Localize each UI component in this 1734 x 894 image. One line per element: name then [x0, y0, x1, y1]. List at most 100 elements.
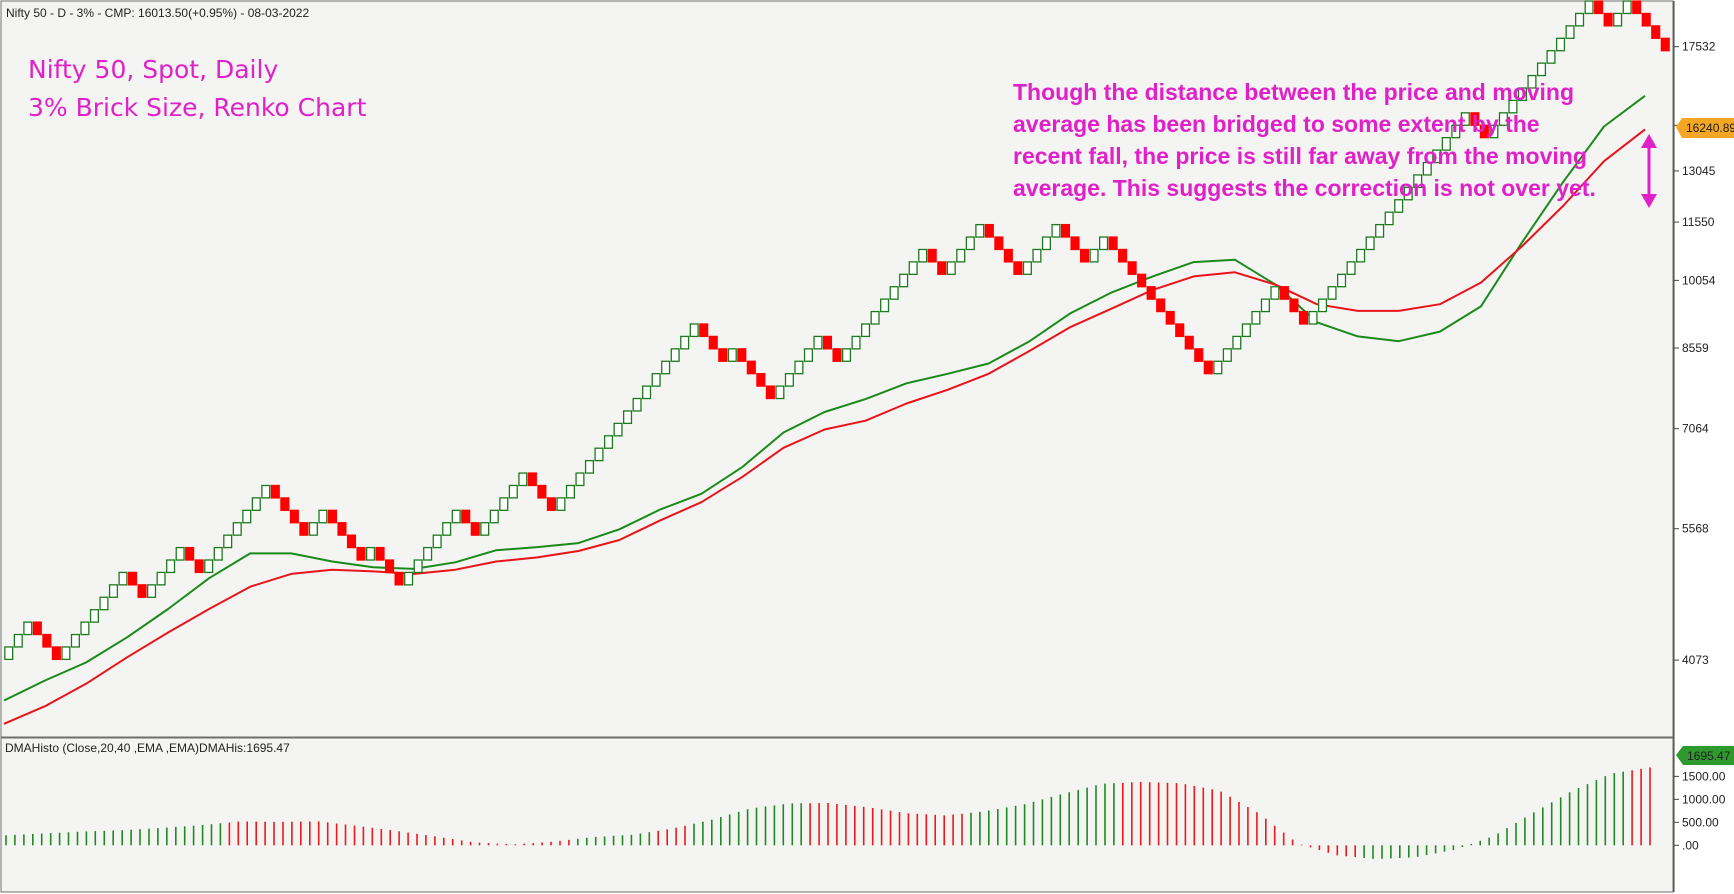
renko-down-brick	[289, 509, 299, 524]
renko-down-brick	[127, 571, 138, 586]
renko-up-brick	[213, 546, 223, 561]
price-tick-label: 5568	[1682, 522, 1709, 536]
renko-up-brick	[1251, 310, 1261, 325]
renko-up-brick	[1032, 248, 1042, 263]
renko-up-brick	[1536, 62, 1547, 77]
renko-down-brick	[1651, 25, 1661, 39]
renko-down-brick	[1060, 223, 1071, 238]
renko-down-brick	[1079, 248, 1090, 263]
renko-up-brick	[594, 447, 604, 462]
renko-up-brick	[1546, 50, 1556, 64]
renko-up-brick	[1517, 87, 1528, 102]
renko-up-brick	[670, 348, 680, 362]
renko-up-brick	[1441, 137, 1451, 151]
renko-down-brick	[1003, 248, 1013, 263]
renko-up-brick	[413, 559, 423, 574]
renko-down-brick	[1013, 261, 1023, 275]
renko-down-brick	[346, 534, 357, 549]
renko-up-brick	[775, 385, 785, 400]
renko-down-brick	[1594, 0, 1604, 15]
renko-up-brick	[489, 509, 499, 524]
renko-up-brick	[1365, 236, 1375, 251]
renko-up-brick	[899, 273, 909, 288]
renko-down-brick	[1127, 261, 1137, 275]
renko-up-brick	[1584, 0, 1594, 15]
renko-down-brick	[1641, 12, 1651, 27]
renko-down-brick	[1137, 273, 1147, 288]
renko-up-brick	[1241, 323, 1251, 338]
renko-down-brick	[1070, 236, 1080, 251]
price-tick-label: 13045	[1682, 164, 1716, 178]
renko-up-brick	[841, 348, 852, 362]
renko-up-brick	[166, 559, 176, 574]
renko-up-brick	[975, 223, 985, 238]
renko-down-brick	[1603, 12, 1613, 27]
renko-up-brick	[404, 571, 414, 586]
renko-up-brick	[794, 360, 804, 375]
renko-down-brick	[1146, 286, 1156, 300]
renko-up-brick	[613, 422, 623, 437]
renko-up-brick	[156, 571, 166, 586]
annotation-line-1: Though the distance between the price an…	[1013, 79, 1574, 105]
price-tick-label: 10054	[1682, 273, 1716, 287]
price-tick-label: 8559	[1682, 341, 1709, 355]
current-price-label: 16240.89	[1686, 121, 1734, 135]
renko-up-brick	[1099, 236, 1109, 251]
renko-down-brick	[1479, 124, 1489, 139]
renko-down-brick	[470, 522, 480, 536]
renko-up-brick	[499, 497, 509, 511]
renko-down-brick	[280, 497, 290, 511]
renko-up-brick	[232, 522, 242, 536]
renko-bricks	[4, 0, 1670, 661]
renko-up-brick	[61, 646, 71, 661]
renko-up-brick	[1222, 348, 1232, 362]
renko-up-brick	[680, 335, 690, 350]
renko-down-brick	[270, 484, 280, 499]
renko-up-brick	[13, 633, 23, 648]
histogram-value-label: 1695.47	[1687, 749, 1731, 763]
renko-up-brick	[1613, 12, 1623, 27]
renko-up-brick	[1432, 149, 1442, 164]
renko-down-brick	[1632, 0, 1642, 15]
renko-down-brick	[327, 509, 338, 524]
price-tick-label: 17532	[1682, 40, 1716, 54]
renko-down-brick	[994, 236, 1004, 251]
renko-up-brick	[603, 435, 614, 449]
renko-up-brick	[423, 546, 433, 561]
chart-header: Nifty 50 - D - 3% - CMP: 16013.50(+0.95%…	[6, 6, 309, 20]
gap-arrow-icon	[1641, 134, 1657, 208]
renko-down-brick	[1660, 37, 1670, 52]
renko-down-brick	[394, 571, 404, 586]
renko-down-brick	[51, 646, 61, 661]
renko-up-brick	[727, 348, 737, 362]
renko-up-brick	[80, 621, 90, 636]
renko-up-brick	[518, 472, 528, 487]
renko-up-brick	[1260, 298, 1270, 313]
renko-down-brick	[1184, 335, 1194, 350]
renko-up-brick	[1022, 261, 1032, 275]
histogram-tick-label: 500.00	[1682, 815, 1719, 829]
renko-up-brick	[689, 323, 699, 338]
renko-down-brick	[765, 385, 775, 400]
renko-up-brick	[242, 509, 252, 524]
moving-averages	[3, 94, 1646, 725]
histogram-axis: .00 500.00 1000.00 1500.00	[1674, 769, 1726, 852]
renko-down-brick	[756, 373, 766, 387]
renko-up-brick	[1337, 273, 1347, 288]
renko-down-brick	[537, 484, 547, 499]
renko-up-brick	[1498, 112, 1508, 126]
price-tick-label: 4073	[1682, 653, 1709, 667]
renko-up-brick	[556, 497, 566, 511]
renko-up-brick	[1375, 223, 1385, 238]
renko-down-brick	[1194, 348, 1204, 362]
renko-down-brick	[1203, 360, 1213, 375]
renko-up-brick	[1317, 298, 1328, 313]
renko-down-brick	[1298, 310, 1309, 325]
renko-up-brick	[318, 509, 328, 524]
annotation-line-3: recent fall, the price is still far away…	[1013, 143, 1587, 169]
renko-up-brick	[99, 596, 109, 611]
histogram-tick-label: .00	[1682, 838, 1699, 852]
renko-up-brick	[1508, 99, 1518, 114]
renko-up-brick	[965, 236, 975, 251]
